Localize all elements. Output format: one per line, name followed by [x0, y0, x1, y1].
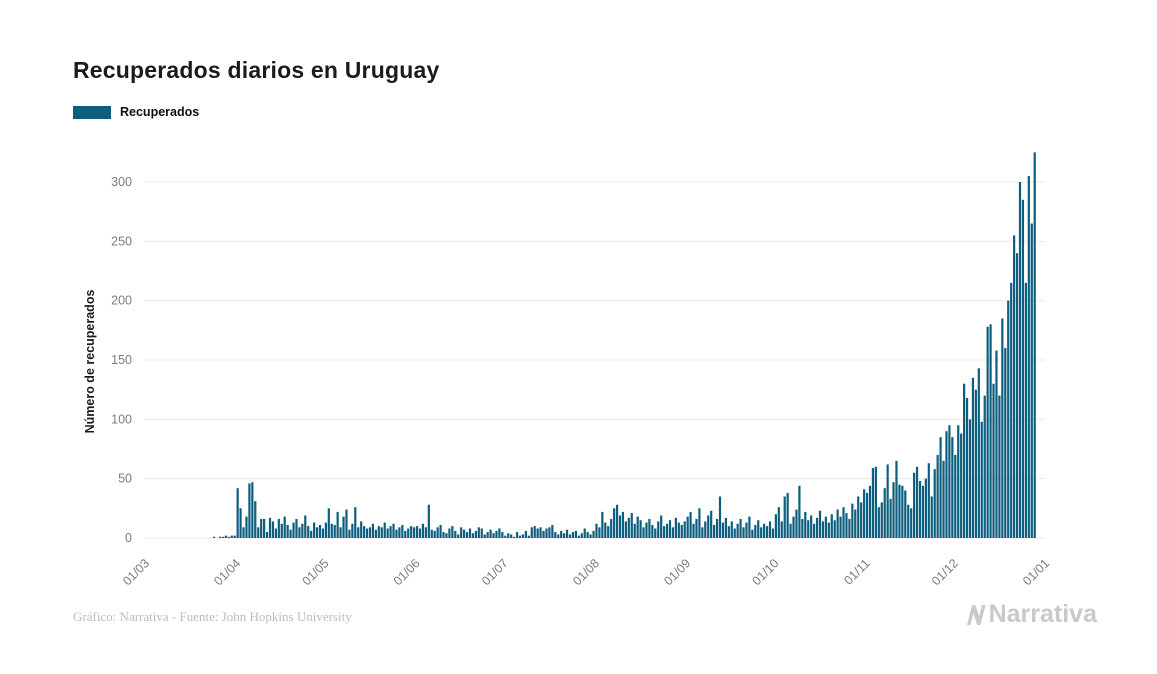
legend: Recuperados — [73, 105, 199, 119]
y-axis-label: Número de recuperados — [83, 290, 97, 434]
narrativa-logo: Narrativa — [962, 600, 1097, 629]
svg-text:01/05: 01/05 — [300, 556, 332, 588]
bar-chart-svg: 0 50 100 150 200 250 300 01/03 01/04 01/05 01/06 01… — [83, 152, 1052, 588]
source-caption: Gráfico: Narrativa - Fuente: John Hopkin… — [73, 609, 352, 624]
chart-title: Recuperados diarios en Uruguay — [73, 57, 440, 84]
svg-text:200: 200 — [111, 294, 132, 308]
svg-text:01/03: 01/03 — [120, 556, 152, 588]
svg-text:50: 50 — [118, 472, 132, 486]
svg-text:01/11: 01/11 — [841, 556, 872, 587]
legend-swatch — [73, 105, 111, 119]
svg-text:01/10: 01/10 — [750, 556, 782, 588]
svg-text:01/06: 01/06 — [391, 556, 423, 588]
svg-text:01/09: 01/09 — [661, 556, 693, 588]
svg-text:150: 150 — [111, 353, 132, 367]
svg-text:01/07: 01/07 — [479, 556, 511, 588]
svg-text:250: 250 — [111, 234, 132, 248]
svg-text:01/12: 01/12 — [929, 556, 961, 588]
narrativa-logo-text: Narrativa — [988, 600, 1097, 628]
svg-text:300: 300 — [111, 175, 132, 189]
narrativa-n-icon — [966, 604, 986, 625]
svg-text:0: 0 — [125, 531, 132, 545]
legend-label: Recuperados — [120, 105, 200, 119]
svg-text:01/01: 01/01 — [1020, 556, 1052, 588]
svg-text:01/08: 01/08 — [570, 556, 602, 588]
bar-chart: 0 50 100 150 200 250 300 01/03 01/04 01/05 01/06 01… — [70, 135, 1080, 610]
svg-text:01/04: 01/04 — [211, 556, 243, 588]
svg-text:100: 100 — [111, 412, 132, 426]
